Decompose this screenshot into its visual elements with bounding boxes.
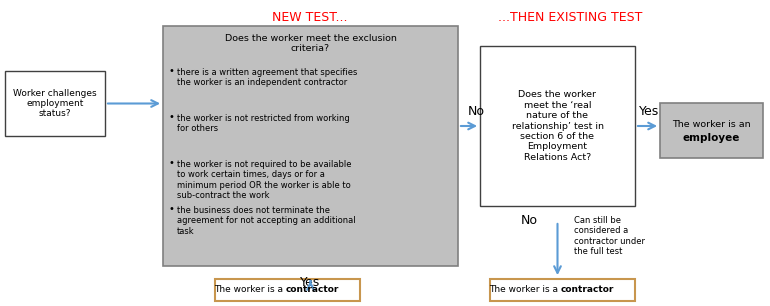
FancyBboxPatch shape [5, 71, 105, 136]
Text: NEW TEST...: NEW TEST... [273, 11, 348, 24]
Text: Does the worker meet the exclusion
criteria?: Does the worker meet the exclusion crite… [225, 34, 397, 54]
Text: contractor: contractor [286, 285, 339, 294]
Text: No: No [467, 105, 484, 118]
Text: •: • [169, 158, 175, 168]
Text: The worker is a: The worker is a [213, 285, 286, 294]
FancyBboxPatch shape [490, 279, 635, 301]
Text: the business does not terminate the
agreement for not accepting an additional
ta: the business does not terminate the agre… [177, 206, 356, 236]
Text: •: • [169, 112, 175, 122]
Text: Yes: Yes [639, 105, 659, 118]
Text: •: • [169, 204, 175, 214]
Text: there is a written agreement that specifies
the worker is an independent contrac: there is a written agreement that specif… [177, 68, 357, 88]
Text: The worker is an: The worker is an [672, 120, 751, 129]
Text: Does the worker
meet the ‘real
nature of the
relationship’ test in
section 6 of : Does the worker meet the ‘real nature of… [511, 90, 604, 162]
Text: Yes: Yes [300, 276, 320, 289]
Text: No: No [521, 214, 538, 227]
Text: employee: employee [683, 132, 740, 143]
Text: The worker is a: The worker is a [489, 285, 561, 294]
Text: Worker challenges
employment
status?: Worker challenges employment status? [13, 89, 97, 118]
Text: •: • [169, 66, 175, 76]
FancyBboxPatch shape [660, 103, 763, 158]
FancyBboxPatch shape [480, 46, 635, 206]
Text: contractor: contractor [561, 285, 614, 294]
Text: the worker is not restricted from working
for others: the worker is not restricted from workin… [177, 114, 350, 133]
Text: ...THEN EXISTING TEST: ...THEN EXISTING TEST [498, 11, 642, 24]
FancyBboxPatch shape [163, 26, 458, 266]
Text: the worker is not required to be available
to work certain times, days or for a
: the worker is not required to be availab… [177, 160, 351, 200]
Text: Can still be
considered a
contractor under
the full test: Can still be considered a contractor und… [574, 216, 644, 256]
FancyBboxPatch shape [215, 279, 360, 301]
